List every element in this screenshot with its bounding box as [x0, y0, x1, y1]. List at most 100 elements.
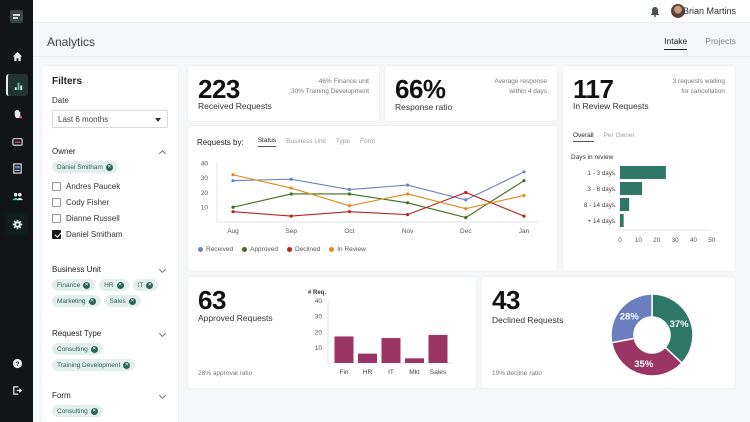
remove-chip-icon[interactable]: ✕: [105, 163, 113, 171]
sidebar-item-logout[interactable]: [6, 379, 28, 401]
checkbox[interactable]: [52, 213, 61, 223]
business-unit-chip[interactable]: IT ✕: [132, 279, 159, 291]
chevron-up-icon[interactable]: [158, 149, 167, 157]
received-value: 223: [198, 74, 240, 104]
remove-chip-icon[interactable]: ✕: [88, 297, 96, 305]
remove-chip-icon[interactable]: ✕: [128, 297, 136, 305]
series-line-received: [232, 171, 525, 201]
remove-chip-icon[interactable]: ✕: [123, 361, 131, 369]
header-tabs: Intake Projects: [664, 36, 736, 50]
donut-slice: [610, 337, 683, 377]
y-tick-label: 20: [201, 190, 209, 197]
data-point: [231, 173, 235, 177]
bar: [358, 353, 377, 363]
remove-chip-icon[interactable]: ✕: [116, 281, 124, 289]
chevron-down-icon[interactable]: [158, 391, 167, 400]
tab-overall[interactable]: Overall: [573, 132, 594, 142]
business-unit-section: Business Unit Finance ✕ HR ✕ IT ✕ Marketing…: [52, 265, 168, 307]
date-select-value: Last 6 months: [58, 115, 109, 124]
legend-approved[interactable]: Approved: [242, 246, 278, 253]
chevron-down-icon[interactable]: [158, 265, 167, 274]
bar: [620, 166, 666, 179]
data-point: [464, 207, 468, 211]
tab-business-unit[interactable]: Business Unit: [286, 137, 326, 145]
legend-dot: [198, 247, 203, 252]
bell-icon[interactable]: [650, 6, 660, 17]
remove-chip-icon[interactable]: ✕: [90, 345, 98, 353]
data-point: [522, 179, 526, 183]
business-unit-chip[interactable]: Marketing ✕: [52, 295, 101, 307]
data-point: [406, 192, 410, 196]
filters-panel: Filters Date Last 6 months Owner Daniel …: [42, 66, 178, 422]
remove-chip-icon[interactable]: ✕: [83, 281, 91, 289]
legend-declined[interactable]: Declined: [286, 246, 321, 253]
category-label: + 14 days: [588, 218, 615, 225]
business-unit-chip[interactable]: Finance ✕: [52, 279, 96, 291]
owner-option-label: Dianne Russell: [66, 213, 120, 223]
response-ratio-card: 66% Response ratio Average response with…: [385, 66, 557, 121]
remove-chip-icon[interactable]: ✕: [146, 281, 154, 289]
owner-label: Owner: [52, 147, 76, 156]
in-review-note: 3 requests waiting for cancellation: [673, 77, 725, 97]
owner-option[interactable]: Daniel Smitham: [52, 226, 168, 242]
tab-intake[interactable]: Intake: [664, 36, 688, 50]
sidebar-item-settings[interactable]: [6, 213, 28, 235]
owner-option[interactable]: Dianne Russell: [52, 210, 168, 226]
owner-section: Owner Daniel Smitham ✕ Andres Paucek Cody…: [52, 147, 168, 242]
line-chart-legend: Received Approved Declined In Review: [198, 246, 366, 253]
data-point: [406, 183, 410, 187]
x-tick-label: IT: [388, 369, 394, 376]
requests-by-card: Requests by: Status Business Unit Type F…: [188, 126, 557, 271]
tab-projects[interactable]: Projects: [705, 36, 736, 46]
tab-type[interactable]: Type: [335, 137, 350, 145]
sidebar-item-users[interactable]: [6, 185, 28, 207]
business-unit-chip[interactable]: Sales ✕: [104, 295, 141, 307]
top-bar: Brian Martins: [33, 0, 750, 23]
owner-chip[interactable]: Daniel Smitham ✕: [52, 161, 118, 173]
date-select[interactable]: Last 6 months: [52, 110, 168, 128]
legend-label: Declined: [294, 246, 321, 253]
menu-logo-icon[interactable]: [10, 10, 23, 23]
tab-per-owner[interactable]: Per Owner: [603, 132, 635, 139]
checkbox[interactable]: [52, 197, 61, 207]
declined-donut-chart: 37% 35% 28%: [610, 293, 694, 377]
approved-label: Approved Requests: [198, 313, 273, 323]
request-type-chip[interactable]: Consulting ✕: [52, 343, 103, 355]
avatar[interactable]: [671, 4, 685, 18]
tab-status[interactable]: Status: [257, 137, 277, 147]
sidebar-item-help[interactable]: ?: [6, 352, 28, 374]
data-point: [347, 187, 351, 192]
legend-in-review[interactable]: In Review: [329, 246, 366, 253]
checkbox[interactable]: [52, 181, 61, 191]
chevron-down-icon[interactable]: [158, 329, 167, 338]
chip-label: IT: [137, 281, 144, 289]
data-point: [522, 170, 526, 174]
legend-label: Approved: [250, 246, 278, 253]
sidebar-item-analytics[interactable]: [6, 74, 28, 96]
x-tick-label: 10: [635, 237, 643, 244]
bar: [620, 214, 624, 227]
sidebar: ?: [0, 0, 33, 422]
business-unit-chip[interactable]: HR ✕: [99, 279, 129, 291]
checkbox-checked[interactable]: [52, 229, 61, 239]
days-in-review-chart: 1 - 3 days 3 - 8 days 8 - 14 days + 14 days…: [584, 164, 716, 244]
owner-option-label: Andres Paucek: [66, 181, 121, 191]
sidebar-item-documents[interactable]: [6, 157, 28, 179]
legend-received[interactable]: Received: [198, 246, 233, 253]
chip-label: Daniel Smitham: [57, 163, 103, 171]
received-requests-card: 223 Received Requests 46% Finance unit 3…: [188, 66, 379, 121]
request-type-chip[interactable]: Training Development ✕: [52, 359, 136, 371]
chip-label: HR: [104, 281, 114, 289]
remove-chip-icon[interactable]: ✕: [90, 407, 98, 415]
tab-form[interactable]: Form: [359, 137, 376, 145]
sidebar-item-cards[interactable]: [6, 130, 28, 152]
legend-dot: [286, 247, 292, 252]
sidebar-item-home[interactable]: [6, 45, 28, 67]
svg-text:?: ?: [15, 360, 19, 367]
sidebar-item-requests[interactable]: [6, 102, 28, 124]
user-name[interactable]: Brian Martins: [682, 6, 736, 16]
owner-option[interactable]: Cody Fisher: [52, 194, 168, 210]
form-chip[interactable]: Consulting ✕: [52, 405, 103, 417]
owner-option[interactable]: Andres Paucek: [52, 178, 168, 194]
x-tick-label: Nov: [402, 228, 414, 235]
